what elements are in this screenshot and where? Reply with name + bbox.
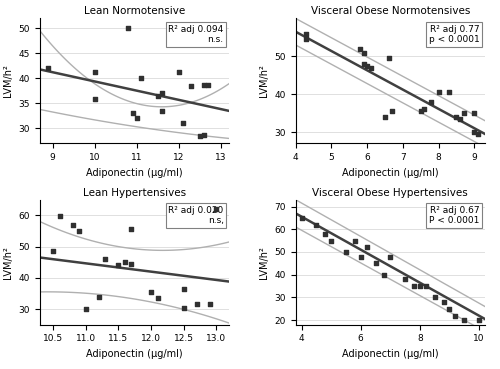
Point (121, 259, 129, 265)
Point (180, 304, 188, 310)
Point (430, 294, 438, 300)
Point (452, 114, 460, 120)
Point (90, 97, 98, 103)
Point (206, 301, 214, 307)
Point (446, 306, 454, 312)
Point (298, 215, 306, 221)
Point (44, 66, 52, 72)
Point (366, 65, 374, 70)
Point (102, 256, 110, 262)
Point (327, 238, 335, 244)
Point (386, 254, 394, 259)
Point (312, 222, 320, 228)
Point (147, 289, 155, 295)
Point (434, 89, 442, 95)
Point (360, 49, 368, 55)
Text: R² adj 0.020
n.s,: R² adj 0.020 n.s, (168, 206, 224, 225)
Point (384, 55, 392, 61)
Y-axis label: LVM/h²: LVM/h² (3, 246, 13, 279)
Title: Visceral Obese Normotensives: Visceral Obese Normotensives (310, 6, 470, 16)
Point (192, 301, 200, 307)
Point (351, 238, 359, 244)
Point (204, 82, 212, 88)
Text: R² adj 0.67
P < 0.0001: R² adj 0.67 P < 0.0001 (429, 206, 480, 225)
Point (388, 108, 396, 114)
Point (422, 283, 430, 289)
Point (133, 115, 141, 121)
X-axis label: Adiponectin (μg/ml): Adiponectin (μg/ml) (86, 349, 183, 359)
Point (200, 83, 208, 89)
Point (196, 133, 204, 139)
Point (380, 272, 388, 277)
Point (158, 90, 166, 96)
X-axis label: Adiponectin (μg/ml): Adiponectin (μg/ml) (342, 168, 438, 178)
Point (381, 114, 389, 120)
Point (75, 228, 83, 234)
Title: Visceral Obese Hypertensives: Visceral Obese Hypertensives (312, 187, 468, 197)
Point (401, 276, 409, 282)
Point (90, 69, 98, 75)
Point (179, 121, 187, 127)
Point (363, 63, 371, 69)
Point (212, 206, 220, 212)
Y-axis label: LVM/h²: LVM/h² (259, 246, 269, 279)
Point (56, 213, 64, 219)
Point (137, 76, 145, 82)
Point (440, 299, 448, 305)
Point (114, 262, 122, 268)
Point (180, 286, 188, 292)
Title: Lean Normotensive: Lean Normotensive (84, 6, 186, 16)
Point (200, 132, 208, 138)
Point (158, 108, 166, 114)
Point (416, 283, 424, 289)
X-axis label: Adiponectin (μg/ml): Adiponectin (μg/ml) (342, 349, 438, 359)
Point (128, 261, 136, 267)
Text: R² adj 0.094
n.s.: R² adj 0.094 n.s. (168, 25, 224, 44)
X-axis label: Adiponectin (μg/ml): Adiponectin (μg/ml) (86, 168, 183, 178)
Title: Lean Hypertensives: Lean Hypertensives (83, 187, 186, 197)
Point (362, 245, 370, 251)
Point (356, 46, 364, 52)
Point (470, 129, 478, 135)
Point (356, 254, 364, 259)
Point (154, 295, 162, 301)
Point (321, 231, 329, 237)
Point (460, 317, 468, 323)
Point (372, 261, 380, 266)
Point (82, 306, 90, 312)
Point (302, 36, 310, 42)
Point (124, 25, 132, 31)
Point (342, 249, 350, 255)
Point (470, 110, 478, 116)
Point (456, 116, 464, 122)
Point (446, 89, 454, 95)
Point (128, 110, 136, 116)
Y-axis label: LVM/h²: LVM/h² (3, 65, 13, 97)
Point (452, 313, 460, 318)
Point (49, 248, 57, 254)
Point (475, 317, 483, 323)
Point (188, 83, 196, 89)
Y-axis label: LVM/h²: LVM/h² (259, 65, 269, 97)
Point (360, 61, 368, 67)
Point (302, 31, 310, 37)
Text: R² adj 0.77
p < 0.0001: R² adj 0.77 p < 0.0001 (428, 25, 480, 44)
Point (128, 227, 136, 232)
Point (474, 131, 482, 137)
Point (460, 110, 468, 116)
Point (416, 108, 424, 114)
Point (154, 93, 162, 99)
Point (68, 222, 76, 228)
Point (175, 69, 183, 75)
Point (428, 99, 436, 105)
Point (420, 106, 428, 112)
Point (95, 294, 103, 300)
Point (410, 283, 418, 289)
